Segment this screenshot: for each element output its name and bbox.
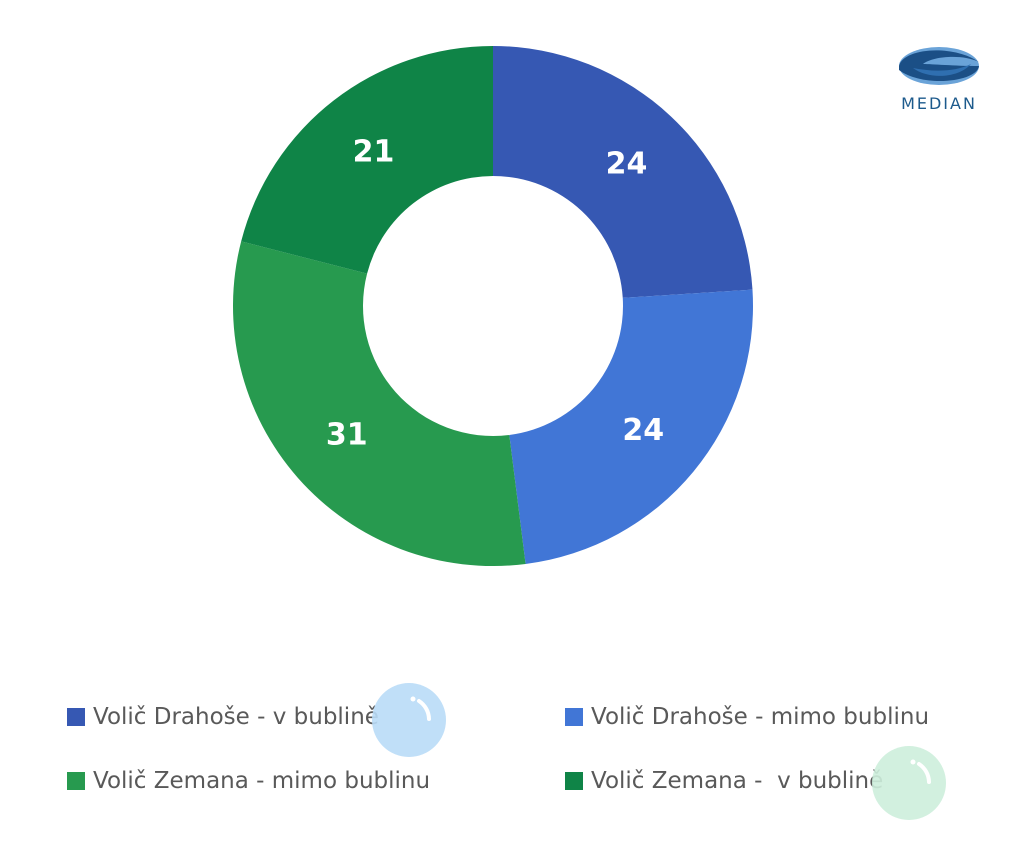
bubble-green-decoration <box>872 746 946 820</box>
legend-label: Volič Zemana - mimo bublinu <box>93 768 431 794</box>
legend-swatch <box>67 772 85 790</box>
bubble-blue-decoration <box>372 683 446 757</box>
legend-item-drahose-v-bubline: Volič Drahoše - v bublině <box>67 704 379 730</box>
data-label-0: 24 <box>606 146 648 181</box>
data-label-1: 24 <box>622 413 664 448</box>
donut-segment-2 <box>232 241 526 566</box>
legend-label: Volič Zemana - v bublině <box>591 768 884 794</box>
median-logo-text: MEDIAN <box>901 94 977 113</box>
legend-label: Volič Drahoše - mimo bublinu <box>591 704 930 730</box>
legend-swatch <box>67 708 85 726</box>
median-logo-icon <box>899 47 979 85</box>
median-logo: MEDIAN <box>893 42 985 122</box>
legend-item-zeman-mimo-bublinu: Volič Zemana - mimo bublinu <box>67 768 430 794</box>
legend-swatch <box>565 772 583 790</box>
data-label-2: 31 <box>326 417 368 452</box>
legend-swatch <box>565 708 583 726</box>
legend-item-zeman-v-bubline: Volič Zemana - v bublině <box>565 768 883 794</box>
donut-segment-0 <box>493 46 753 298</box>
data-label-3: 21 <box>353 134 395 169</box>
legend-item-drahose-mimo-bublinu: Volič Drahoše - mimo bublinu <box>565 704 929 730</box>
donut-segment-1 <box>509 289 753 564</box>
legend-label: Volič Drahoše - v bublině <box>93 704 379 730</box>
donut-segment-3 <box>241 46 493 274</box>
